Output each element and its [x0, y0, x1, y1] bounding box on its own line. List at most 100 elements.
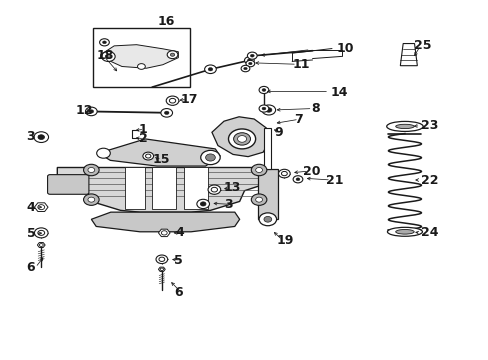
Text: 14: 14 — [329, 86, 347, 99]
Polygon shape — [91, 212, 239, 232]
Circle shape — [228, 129, 255, 149]
Circle shape — [164, 111, 169, 114]
Circle shape — [200, 202, 205, 206]
Circle shape — [262, 107, 265, 110]
Text: 18: 18 — [96, 49, 113, 62]
Bar — [183, 167, 207, 208]
Circle shape — [247, 52, 257, 59]
Ellipse shape — [395, 229, 413, 234]
FancyBboxPatch shape — [47, 175, 89, 194]
Circle shape — [241, 65, 249, 72]
Polygon shape — [158, 267, 165, 271]
Text: 2: 2 — [138, 132, 147, 145]
Circle shape — [251, 194, 266, 205]
Circle shape — [142, 152, 153, 160]
Polygon shape — [400, 44, 416, 66]
Text: 13: 13 — [223, 181, 240, 194]
Circle shape — [278, 169, 289, 178]
Circle shape — [292, 176, 302, 183]
Circle shape — [255, 167, 262, 172]
Circle shape — [170, 53, 174, 56]
Text: 11: 11 — [291, 58, 309, 72]
Text: 22: 22 — [420, 174, 437, 186]
Polygon shape — [99, 139, 220, 166]
Circle shape — [34, 132, 48, 143]
Circle shape — [259, 105, 268, 112]
Text: 15: 15 — [152, 153, 169, 166]
Circle shape — [167, 51, 178, 59]
Circle shape — [97, 148, 110, 158]
Text: 21: 21 — [325, 174, 343, 186]
Circle shape — [137, 64, 145, 69]
Text: 5: 5 — [27, 227, 35, 240]
Polygon shape — [37, 243, 45, 247]
Text: 25: 25 — [413, 39, 430, 52]
Text: 7: 7 — [293, 113, 302, 126]
Circle shape — [244, 57, 254, 64]
Text: 10: 10 — [336, 42, 354, 55]
Ellipse shape — [395, 124, 413, 129]
Bar — [93, 28, 190, 87]
Polygon shape — [158, 229, 170, 237]
Circle shape — [102, 41, 106, 44]
Circle shape — [237, 136, 246, 142]
Text: 19: 19 — [276, 234, 293, 247]
Circle shape — [161, 109, 172, 117]
Text: 3: 3 — [224, 198, 232, 211]
Text: 6: 6 — [27, 261, 35, 274]
Polygon shape — [57, 167, 266, 212]
Circle shape — [201, 150, 220, 165]
Circle shape — [207, 185, 220, 194]
Circle shape — [166, 96, 179, 105]
Circle shape — [83, 164, 99, 176]
Circle shape — [259, 86, 268, 94]
Circle shape — [251, 164, 266, 176]
Text: 4: 4 — [175, 226, 184, 239]
Circle shape — [233, 133, 250, 145]
Circle shape — [264, 216, 271, 222]
Circle shape — [100, 39, 109, 46]
Text: 6: 6 — [174, 286, 183, 299]
Circle shape — [250, 54, 254, 57]
Text: 12: 12 — [75, 104, 93, 117]
Circle shape — [102, 51, 115, 62]
Polygon shape — [101, 45, 178, 68]
Circle shape — [262, 105, 275, 115]
Circle shape — [295, 178, 299, 181]
Circle shape — [205, 154, 215, 161]
Text: 3: 3 — [27, 130, 35, 143]
Polygon shape — [34, 203, 48, 211]
Circle shape — [208, 68, 212, 71]
Circle shape — [34, 228, 48, 238]
Circle shape — [204, 65, 216, 73]
Ellipse shape — [386, 121, 422, 131]
Circle shape — [197, 199, 209, 208]
Circle shape — [85, 107, 97, 116]
Circle shape — [247, 59, 251, 62]
Text: 20: 20 — [302, 165, 320, 178]
Text: 4: 4 — [27, 201, 35, 213]
Circle shape — [255, 197, 262, 202]
Circle shape — [89, 110, 94, 113]
Circle shape — [88, 167, 95, 172]
Text: 23: 23 — [420, 119, 437, 132]
Text: 9: 9 — [274, 126, 283, 139]
Circle shape — [262, 89, 265, 91]
Polygon shape — [211, 117, 269, 157]
Text: 5: 5 — [174, 253, 183, 266]
Circle shape — [259, 213, 276, 226]
Circle shape — [265, 108, 271, 112]
Bar — [258, 169, 277, 219]
Bar — [152, 167, 176, 208]
Bar — [125, 167, 144, 208]
Circle shape — [243, 67, 247, 70]
Text: 17: 17 — [180, 94, 198, 107]
Circle shape — [156, 255, 167, 264]
Circle shape — [83, 194, 99, 205]
Text: 1: 1 — [138, 123, 147, 136]
Circle shape — [38, 135, 44, 140]
Text: 16: 16 — [158, 14, 175, 27]
Text: 8: 8 — [311, 102, 320, 115]
Bar — [264, 128, 271, 169]
Circle shape — [88, 197, 95, 202]
